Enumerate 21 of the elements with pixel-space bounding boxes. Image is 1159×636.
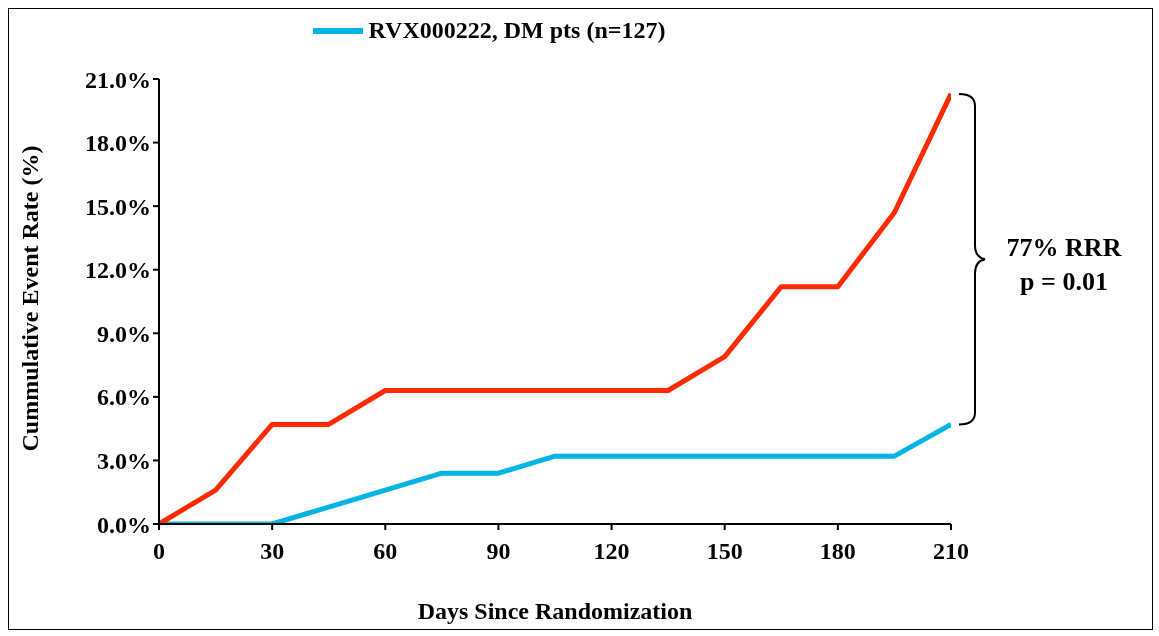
y-tick-label: 3.0%	[97, 447, 151, 474]
y-tick-label: 21.0%	[85, 66, 151, 93]
x-tick-label: 30	[260, 538, 285, 565]
y-tick-label: 15.0%	[85, 193, 151, 220]
x-axis-title: Days Since Randomization	[417, 598, 693, 624]
x-tick-label: 60	[373, 538, 398, 565]
y-tick-label: 6.0%	[97, 384, 151, 411]
x-tick-label: 90	[486, 538, 511, 565]
x-tick-label: 120	[593, 538, 630, 565]
y-tick-label: 18.0%	[85, 130, 151, 157]
x-tick-label: 150	[706, 538, 743, 565]
y-tick-label: 12.0%	[85, 257, 151, 284]
x-tick-label: 210	[933, 538, 969, 565]
x-tick-label: 180	[819, 538, 856, 565]
y-tick-label: 0.0%	[97, 511, 151, 538]
legend-label: RVX000222, DM pts (n=127)	[368, 17, 666, 44]
y-axis-title: Cummulative Event Rate (%)	[16, 145, 43, 452]
y-tick-label: 9.0%	[97, 320, 151, 347]
text: p = 0.01	[1019, 266, 1109, 299]
text: 77% RRR	[1005, 232, 1123, 265]
x-tick-label: 0	[153, 538, 165, 565]
